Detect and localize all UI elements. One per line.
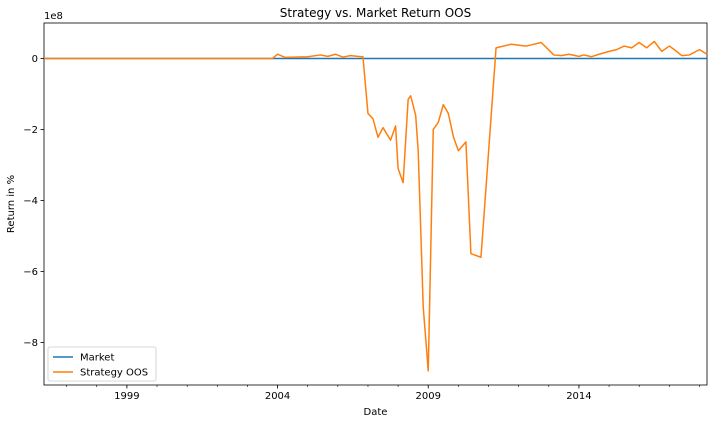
legend-label: Strategy OOS — [80, 368, 148, 379]
legend: Market Strategy OOS — [47, 346, 157, 382]
y-tick-label: 0 — [32, 54, 38, 65]
legend-box — [47, 346, 157, 382]
series-line-strategy-oos — [44, 40, 708, 372]
x-tick-label: 2004 — [265, 391, 290, 402]
chart-title: Strategy vs. Market Return OOS — [280, 6, 471, 20]
y-tick-label: −8 — [23, 338, 38, 349]
x-tick-label: 2009 — [416, 391, 441, 402]
y-axis-label: Return in % — [6, 175, 17, 233]
x-tick-label: 2014 — [566, 391, 591, 402]
x-tick-label: 1999 — [114, 391, 139, 402]
x-axis-label: Date — [364, 407, 388, 418]
series-layer — [44, 40, 708, 372]
plot-frame — [43, 22, 708, 386]
y-tick-label: −6 — [23, 267, 38, 278]
y-axis: 0 −2 −4 −6 −8 — [23, 54, 44, 349]
x-axis: 1999 2004 2009 2014 — [66, 385, 700, 402]
legend-label: Market — [80, 353, 114, 364]
y-tick-label: −2 — [23, 125, 38, 136]
y-axis-scale-label: 1e8 — [44, 11, 63, 22]
y-tick-label: −4 — [23, 196, 38, 207]
plot-area — [43, 22, 708, 386]
